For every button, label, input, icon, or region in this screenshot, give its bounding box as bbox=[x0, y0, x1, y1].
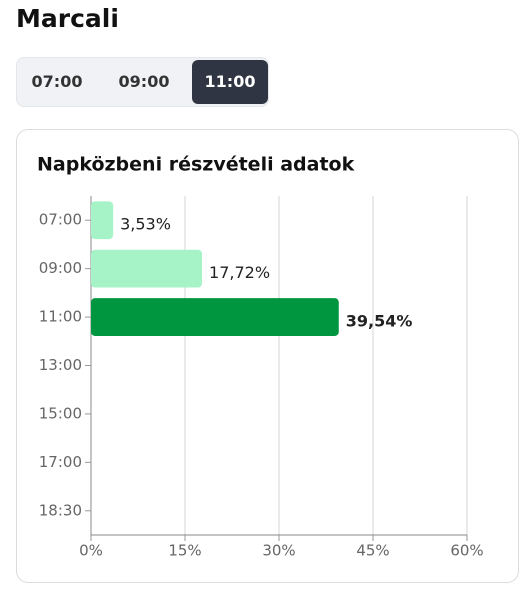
x-tick-label: 45% bbox=[356, 542, 389, 560]
tab[interactable]: 07:00 bbox=[31, 72, 83, 91]
x-tick-label: 60% bbox=[450, 542, 483, 560]
y-tick-label: 07:00 bbox=[39, 211, 82, 229]
tab[interactable]: 11:00 bbox=[192, 60, 268, 104]
y-tick-label: 17:00 bbox=[39, 453, 82, 471]
tab-bar: 07:00 09:00 11:00 bbox=[16, 57, 269, 107]
chart-title: Napközbeni részvételi adatok bbox=[37, 154, 355, 176]
value-label: 39,54% bbox=[346, 312, 413, 331]
y-tick-label: 11:00 bbox=[39, 308, 82, 326]
y-tick-label: 18:30 bbox=[39, 501, 82, 519]
page-title: Marcali bbox=[16, 4, 119, 33]
bar bbox=[91, 249, 203, 288]
value-label: 3,53% bbox=[120, 215, 171, 234]
value-label: 17,72% bbox=[209, 263, 270, 282]
bar bbox=[91, 298, 339, 336]
x-tick-label: 30% bbox=[262, 542, 295, 560]
x-tick-label: 0% bbox=[79, 542, 103, 560]
tab[interactable]: 09:00 bbox=[118, 72, 170, 91]
y-tick-label: 13:00 bbox=[39, 356, 82, 374]
y-tick-label: 09:00 bbox=[39, 259, 82, 277]
y-tick-label: 15:00 bbox=[39, 404, 82, 422]
chart-card bbox=[16, 129, 519, 583]
bar bbox=[91, 201, 114, 240]
x-tick-label: 15% bbox=[168, 542, 201, 560]
